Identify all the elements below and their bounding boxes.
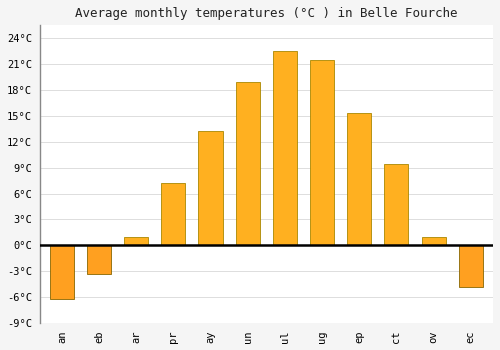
Bar: [384, 164, 408, 245]
Bar: [458, 245, 483, 287]
Bar: [236, 82, 260, 245]
Bar: [273, 51, 297, 245]
Bar: [50, 245, 74, 299]
Bar: [87, 245, 111, 274]
Bar: [162, 183, 186, 245]
Bar: [124, 237, 148, 245]
Bar: [310, 60, 334, 245]
Bar: [347, 113, 372, 245]
Bar: [198, 131, 222, 245]
Bar: [422, 237, 446, 245]
Title: Average monthly temperatures (°C ) in Belle Fourche: Average monthly temperatures (°C ) in Be…: [75, 7, 458, 20]
